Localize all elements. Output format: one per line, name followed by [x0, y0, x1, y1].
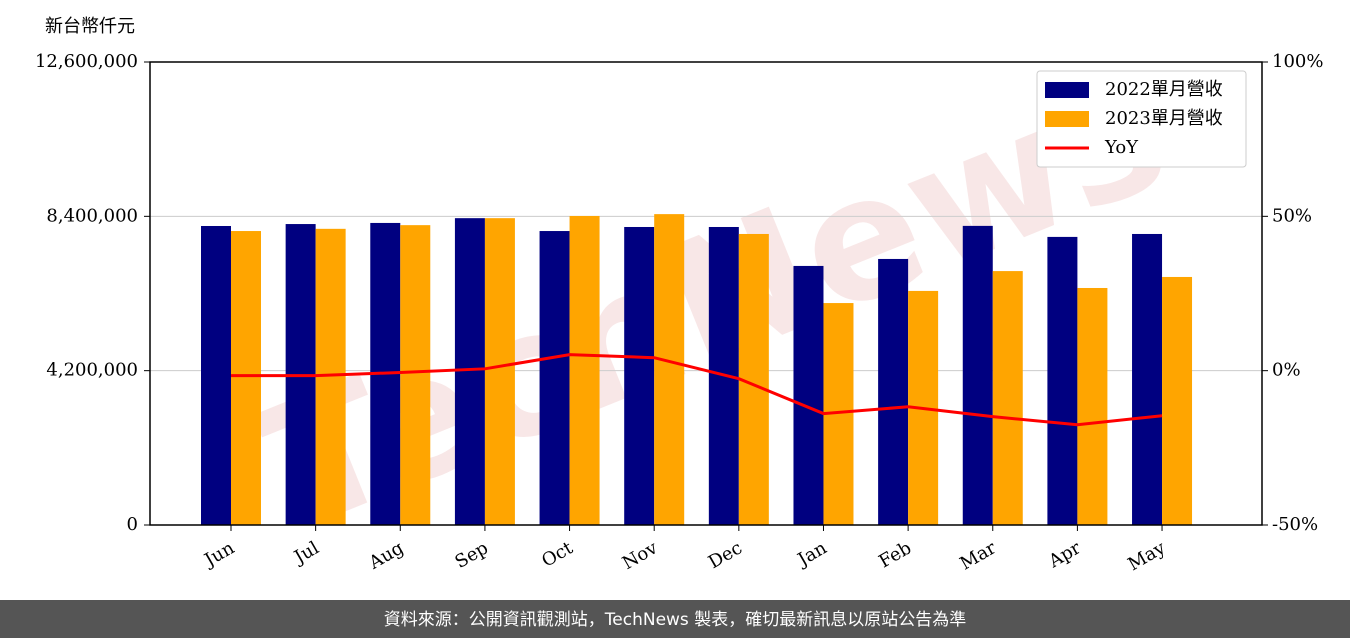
x-tick-label: May — [1124, 537, 1169, 575]
bar — [793, 265, 824, 525]
bar — [484, 218, 515, 525]
y2-tick-label: 50% — [1272, 205, 1312, 226]
x-tick-label: Sep — [452, 537, 492, 572]
footer-band — [0, 600, 1350, 638]
y-tick-label: 4,200,000 — [46, 360, 138, 381]
y2-tick-label: 100% — [1272, 51, 1323, 72]
bar — [231, 231, 261, 526]
legend-label: 2022單月營收 — [1105, 79, 1223, 100]
y-tick-label: 0 — [127, 514, 138, 535]
legend-swatch — [1045, 82, 1089, 98]
legend-label: 2023單月營收 — [1105, 108, 1223, 129]
bar — [1132, 233, 1163, 525]
yoy-line — [231, 353, 1163, 427]
x-tick-label: Dec — [705, 537, 746, 573]
legend-label: YoY — [1104, 137, 1139, 158]
x-tick-label: Oct — [538, 537, 577, 572]
legend-box — [1036, 70, 1247, 168]
y-tick-label: 12,600,000 — [35, 51, 138, 72]
bar — [1047, 236, 1078, 525]
bar — [1162, 276, 1193, 525]
x-tick-label: Apr — [1044, 537, 1084, 572]
x-tick-label: Jan — [793, 537, 831, 571]
bar — [992, 271, 1023, 525]
bar — [654, 214, 685, 525]
bar — [1077, 287, 1108, 525]
bar — [539, 231, 570, 526]
x-tick-label: Mar — [957, 537, 1001, 574]
y-axis-label: 新台幣仟元 — [45, 16, 135, 37]
bar — [962, 225, 993, 525]
bar — [624, 226, 655, 525]
y2-tick-label: 0% — [1272, 360, 1301, 381]
bar — [878, 258, 909, 525]
y2-tick-label: -50% — [1272, 514, 1318, 535]
legend-swatch — [1045, 111, 1089, 127]
y-tick-label: 8,400,000 — [46, 205, 138, 226]
bar — [454, 218, 485, 525]
footer: 資料來源：公開資訊觀測站，TechNews 製表，確切最新訊息以原站公告為準 — [384, 610, 966, 630]
bar — [400, 225, 431, 525]
x-tick-label: Nov — [619, 537, 662, 574]
plot-frame — [149, 61, 1263, 526]
bar — [569, 215, 600, 525]
bar — [201, 225, 231, 525]
x-tick-label: Feb — [875, 537, 915, 572]
x-tick-label: Jun — [199, 537, 238, 572]
